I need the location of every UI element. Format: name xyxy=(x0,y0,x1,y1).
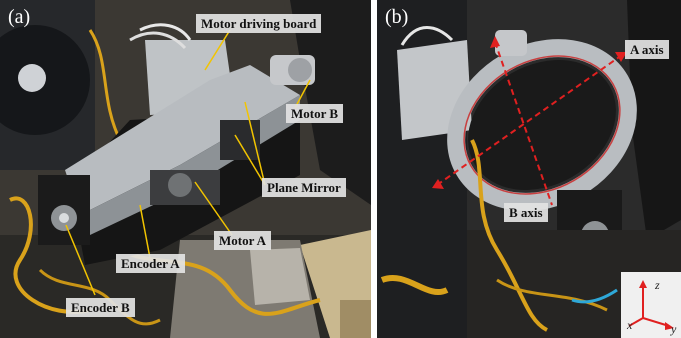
coord-y-label: y xyxy=(671,322,677,336)
back-panel xyxy=(290,0,371,205)
label-motor-driving-board: Motor driving board xyxy=(196,14,322,33)
frame-right-b xyxy=(627,0,681,240)
panel-a-photo: (a) Motor driving board Motor B Plane Mi… xyxy=(0,0,371,338)
panel-b-photo: (b) A axis B axis z x y xyxy=(377,0,681,338)
b-axis-arrow-top xyxy=(490,36,500,48)
foil-cable-b2 xyxy=(380,275,449,295)
encoder-b-center xyxy=(59,213,69,223)
coord-y-arrow xyxy=(665,322,674,330)
panel-b-scene xyxy=(377,0,681,338)
ring-red-edge xyxy=(463,55,621,195)
ring-interior-b xyxy=(468,60,616,190)
motor-top-b xyxy=(495,30,527,56)
panel-a-scene xyxy=(0,0,371,338)
label-plane-mirror: Plane Mirror xyxy=(262,178,346,197)
label-encoder-b: Encoder B xyxy=(66,298,135,317)
coord-z-label: z xyxy=(655,278,660,292)
a-axis-line xyxy=(436,54,623,186)
rail-block xyxy=(250,248,310,305)
gimbal-ring-b xyxy=(447,39,637,211)
leader-motor-a xyxy=(194,181,233,236)
driver-wire-2 xyxy=(129,31,187,50)
leader-plane-mirror-2 xyxy=(244,101,266,186)
label-b-axis: B axis xyxy=(504,203,548,222)
a-axis-arrow-end xyxy=(615,52,627,62)
mirror-mount xyxy=(220,120,260,160)
a-axis-arrow-start xyxy=(432,179,444,189)
panel-a-tag: (a) xyxy=(8,6,31,28)
coord-x-label: x xyxy=(627,318,633,332)
port-fitting xyxy=(18,64,46,92)
coord-x-axis xyxy=(628,317,644,327)
label-encoder-a: Encoder A xyxy=(116,254,185,273)
coord-z-arrow xyxy=(639,280,647,288)
motor-b-shaft xyxy=(288,58,312,82)
leader-plane-mirror-1 xyxy=(234,134,266,186)
corner-plate xyxy=(340,300,371,338)
panel-b-tag: (b) xyxy=(385,6,409,28)
label-motor-a: Motor A xyxy=(214,231,272,250)
label-motor-b: Motor B xyxy=(286,104,344,123)
foil-cable-3 xyxy=(88,29,122,141)
leader-encoder-a xyxy=(139,204,151,259)
blue-cable-b xyxy=(571,288,618,304)
foil-cable-b3 xyxy=(496,278,608,312)
driver-wire-b xyxy=(400,26,454,46)
label-a-axis: A axis xyxy=(625,40,669,59)
foil-cable-b1 xyxy=(470,139,549,332)
b-axis-line xyxy=(494,41,553,206)
coord-y-axis xyxy=(642,317,670,327)
foil-cable-1 xyxy=(9,196,91,314)
leader-motor-b xyxy=(294,79,311,109)
mirror-ring-top xyxy=(65,65,300,215)
driver-wire-1 xyxy=(139,23,192,41)
leader-encoder-b xyxy=(65,224,96,296)
leader-motor-driving-board xyxy=(204,29,231,71)
motor-a-hub xyxy=(168,173,192,197)
